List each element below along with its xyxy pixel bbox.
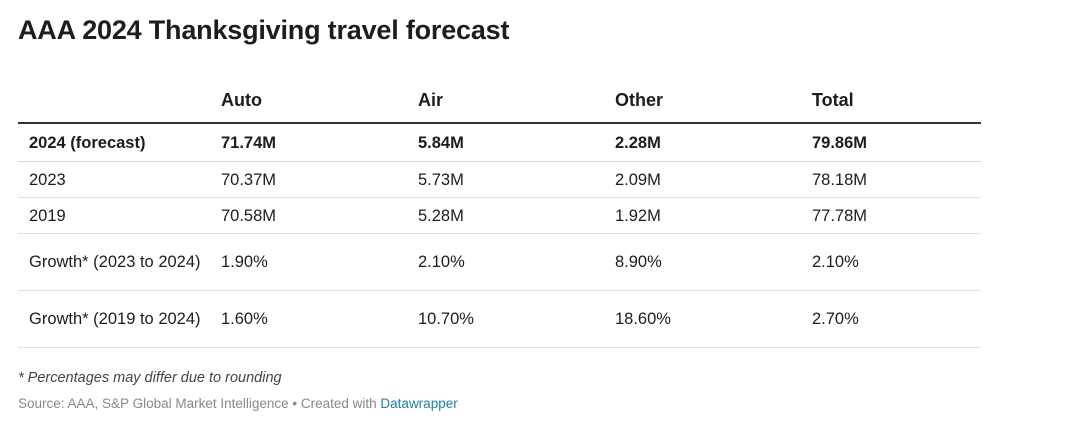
table-row: 2019 70.58M 5.28M 1.92M 77.78M — [18, 197, 981, 234]
cell-air: 5.73M — [418, 161, 615, 198]
cell-auto: 1.90% — [221, 233, 418, 291]
table-row: Growth* (2023 to 2024) 1.90% 2.10% 8.90%… — [18, 233, 981, 291]
cell-other: 18.60% — [615, 290, 812, 348]
column-header-other: Other — [615, 78, 812, 124]
column-header-total: Total — [812, 78, 981, 124]
cell-auto: 71.74M — [221, 123, 418, 162]
chart-title: AAA 2024 Thanksgiving travel forecast — [18, 15, 510, 45]
cell-air: 5.28M — [418, 197, 615, 234]
cell-air: 10.70% — [418, 290, 615, 348]
table-row: 2023 70.37M 5.73M 2.09M 78.18M — [18, 161, 981, 198]
cell-other: 2.28M — [615, 123, 812, 162]
column-header-air: Air — [418, 78, 615, 124]
cell-auto: 1.60% — [221, 290, 418, 348]
cell-total: 79.86M — [812, 123, 981, 162]
column-header-label — [18, 78, 221, 124]
cell-total: 2.10% — [812, 233, 981, 291]
table-header-row: Auto Air Other Total — [18, 78, 981, 124]
cell-other: 8.90% — [615, 233, 812, 291]
table-row: 2024 (forecast) 71.74M 5.84M 2.28M 79.86… — [18, 123, 981, 162]
data-table: Auto Air Other Total 2024 (forecast) 71.… — [18, 78, 981, 348]
row-label: 2019 — [18, 197, 221, 234]
datawrapper-link[interactable]: Datawrapper — [380, 396, 458, 411]
row-label: 2024 (forecast) — [18, 123, 221, 162]
source-line: Source: AAA, S&P Global Market Intellige… — [18, 396, 458, 411]
cell-auto: 70.58M — [221, 197, 418, 234]
footnote: * Percentages may differ due to rounding — [18, 370, 282, 386]
cell-total: 2.70% — [812, 290, 981, 348]
cell-air: 2.10% — [418, 233, 615, 291]
cell-total: 78.18M — [812, 161, 981, 198]
cell-total: 77.78M — [812, 197, 981, 234]
row-label: Growth* (2019 to 2024) — [18, 290, 221, 348]
row-label: Growth* (2023 to 2024) — [18, 233, 221, 291]
row-label: 2023 — [18, 161, 221, 198]
table-row: Growth* (2019 to 2024) 1.60% 10.70% 18.6… — [18, 290, 981, 348]
cell-auto: 70.37M — [221, 161, 418, 198]
cell-other: 2.09M — [615, 161, 812, 198]
column-header-auto: Auto — [221, 78, 418, 124]
cell-other: 1.92M — [615, 197, 812, 234]
cell-air: 5.84M — [418, 123, 615, 162]
source-text: Source: AAA, S&P Global Market Intellige… — [18, 396, 381, 411]
